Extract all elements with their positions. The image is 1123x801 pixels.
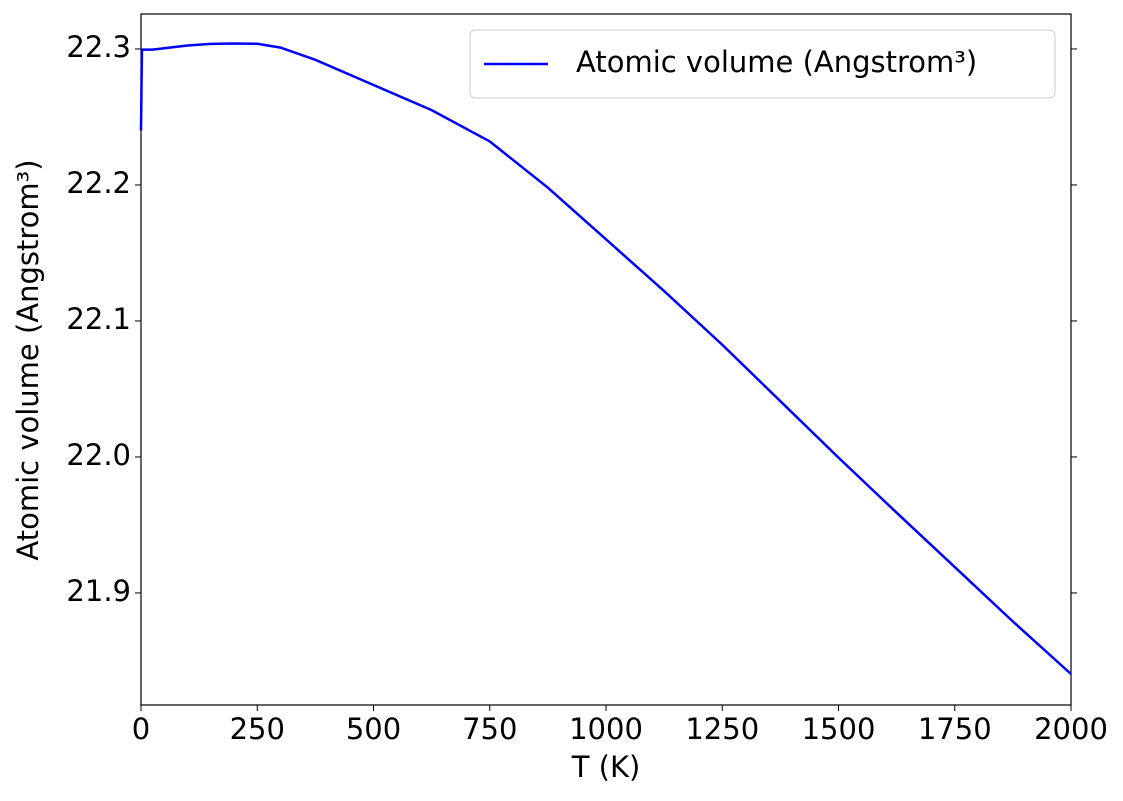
x-tick-label: 0 (132, 712, 150, 746)
x-tick-label: 1500 (802, 712, 876, 746)
x-tick-label: 250 (230, 712, 285, 746)
x-tick-label: 1750 (918, 712, 992, 746)
plot-frame (140, 13, 1072, 706)
legend-box (469, 29, 1056, 99)
y-tick-label: 22.1 (66, 302, 131, 336)
x-tick-label: 750 (462, 712, 517, 746)
x-tick-label: 500 (346, 712, 401, 746)
data-line (139, 42, 1072, 675)
y-tick-label: 21.9 (66, 574, 131, 608)
x-tick-label: 1250 (685, 712, 759, 746)
legend-label: Atomic volume (Angstrom³) (576, 45, 977, 79)
y-tick-label: 22.0 (66, 438, 131, 472)
x-axis-label: T (K) (571, 750, 641, 784)
x-tick-label: 1000 (569, 712, 643, 746)
y-tick-label: 22.2 (66, 166, 131, 200)
x-tick-label: 2000 (1034, 712, 1108, 746)
y-tick-label: 22.3 (66, 30, 131, 64)
y-axis-label: Atomic volume (Angstrom³) (11, 159, 45, 560)
